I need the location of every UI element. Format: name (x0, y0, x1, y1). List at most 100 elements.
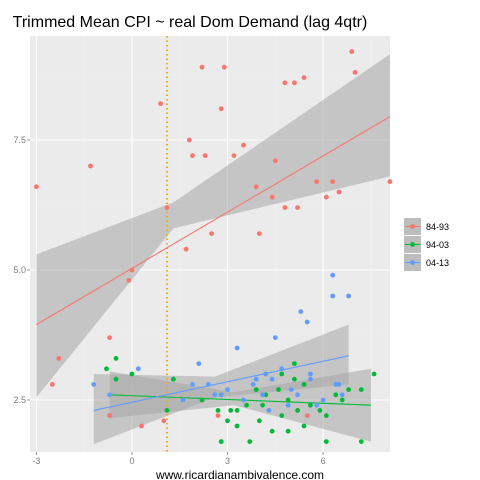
legend-label-04-13: 04-13 (426, 258, 449, 268)
confidence-band-84-93 (36, 54, 391, 398)
data-point-94-03 (253, 387, 259, 392)
data-point-04-13 (266, 408, 272, 413)
y-axis-ticks: 2.5 5.0 7.5 (13, 135, 30, 405)
data-point-04-13 (330, 272, 336, 278)
data-point-84-93 (218, 106, 224, 112)
data-point-94-03 (371, 371, 377, 377)
data-point-94-03 (317, 408, 323, 413)
data-point-04-13 (107, 392, 112, 398)
data-point-04-13 (196, 361, 202, 366)
data-point-84-93 (304, 413, 310, 418)
data-point-04-13 (225, 387, 230, 392)
data-point-94-03 (228, 408, 234, 413)
data-point-94-03 (295, 408, 300, 413)
data-point-94-03 (333, 392, 339, 398)
data-point-94-03 (358, 387, 364, 392)
y-tick-label: 7.5 (13, 135, 26, 145)
data-point-84-93 (301, 75, 307, 80)
confidence-band-04-13 (93, 324, 349, 445)
data-point-84-93 (126, 278, 132, 283)
data-point-94-03 (292, 376, 297, 382)
data-point-94-03 (129, 371, 135, 377)
data-point-04-13 (91, 382, 97, 387)
data-point-94-03 (218, 439, 224, 444)
x-tick-label: 6 (321, 456, 326, 466)
fit-line-94-03 (109, 394, 371, 406)
data-point-04-13 (279, 366, 285, 372)
data-point-84-93 (215, 413, 221, 418)
data-point-94-03 (301, 382, 307, 387)
fit-line-84-93 (36, 116, 391, 326)
data-point-84-93 (129, 267, 135, 273)
x-axis-label: www.ricardianambivalence.com (155, 468, 324, 480)
x-axis-ticks: -3 0 3 6 (32, 452, 326, 466)
data-point-04-13 (295, 392, 300, 398)
data-point-84-93 (88, 163, 93, 169)
data-point-04-13 (285, 402, 291, 408)
data-point-94-03 (257, 418, 262, 424)
data-point-84-93 (323, 194, 329, 200)
data-point-84-93 (231, 153, 237, 159)
data-point-04-13 (269, 376, 275, 382)
data-point-94-03 (323, 439, 329, 444)
data-point-84-93 (241, 142, 246, 148)
data-point-84-93 (282, 80, 288, 86)
data-point-94-03 (234, 408, 240, 413)
data-point-84-93 (186, 137, 192, 143)
data-point-84-93 (202, 153, 208, 159)
data-point-84-93 (49, 382, 55, 387)
y-tick-label: 5.0 (13, 265, 26, 275)
data-point-84-93 (34, 184, 39, 190)
chart-title: Trimmed Mean CPI ~ real Dom Demand (lag … (13, 14, 368, 31)
data-point-94-03 (225, 418, 230, 424)
data-point-94-03 (244, 402, 250, 408)
x-tick-label: 3 (225, 456, 230, 466)
data-points (34, 49, 393, 444)
data-point-84-93 (190, 153, 195, 159)
data-point-84-93 (336, 189, 342, 195)
legend-label-94-03: 94-03 (426, 240, 449, 250)
data-point-04-13 (250, 382, 256, 387)
confidence-bands (36, 54, 391, 445)
data-point-84-93 (183, 246, 189, 252)
data-point-94-03 (301, 423, 307, 429)
data-point-94-03 (346, 387, 351, 392)
data-point-04-13 (260, 392, 265, 398)
data-point-94-03 (234, 423, 240, 429)
data-point-04-13 (330, 293, 336, 299)
data-point-04-13 (241, 397, 246, 403)
data-point-94-03 (339, 397, 345, 403)
data-point-94-03 (113, 376, 119, 382)
data-point-04-13 (308, 376, 313, 382)
data-point-04-13 (308, 371, 313, 377)
data-point-04-13 (288, 387, 294, 392)
data-point-84-93 (269, 194, 275, 200)
data-point-94-03 (269, 428, 275, 434)
data-point-04-13 (218, 392, 224, 398)
data-point-94-03 (247, 439, 253, 444)
data-point-84-93 (161, 418, 167, 424)
data-point-94-03 (260, 402, 265, 408)
data-point-94-03 (276, 387, 281, 392)
data-point-04-13 (206, 382, 211, 387)
legend-dot-94-03 (410, 242, 415, 247)
data-point-04-13 (314, 402, 320, 408)
data-point-04-13 (180, 397, 186, 403)
data-point-94-03 (113, 356, 119, 361)
data-point-04-13 (320, 397, 326, 403)
data-point-94-03 (285, 428, 291, 434)
data-point-84-93 (330, 179, 336, 185)
data-point-94-03 (285, 397, 291, 403)
data-point-84-93 (107, 413, 112, 418)
data-point-84-93 (349, 49, 355, 54)
data-point-84-93 (257, 231, 262, 237)
data-point-84-93 (272, 158, 278, 164)
data-point-04-13 (272, 335, 278, 340)
data-point-94-03 (292, 361, 297, 366)
data-point-84-93 (314, 179, 320, 185)
data-point-04-13 (346, 293, 351, 299)
x-tick-label: 0 (129, 456, 134, 466)
data-point-94-03 (308, 402, 313, 408)
data-point-84-93 (282, 205, 288, 211)
